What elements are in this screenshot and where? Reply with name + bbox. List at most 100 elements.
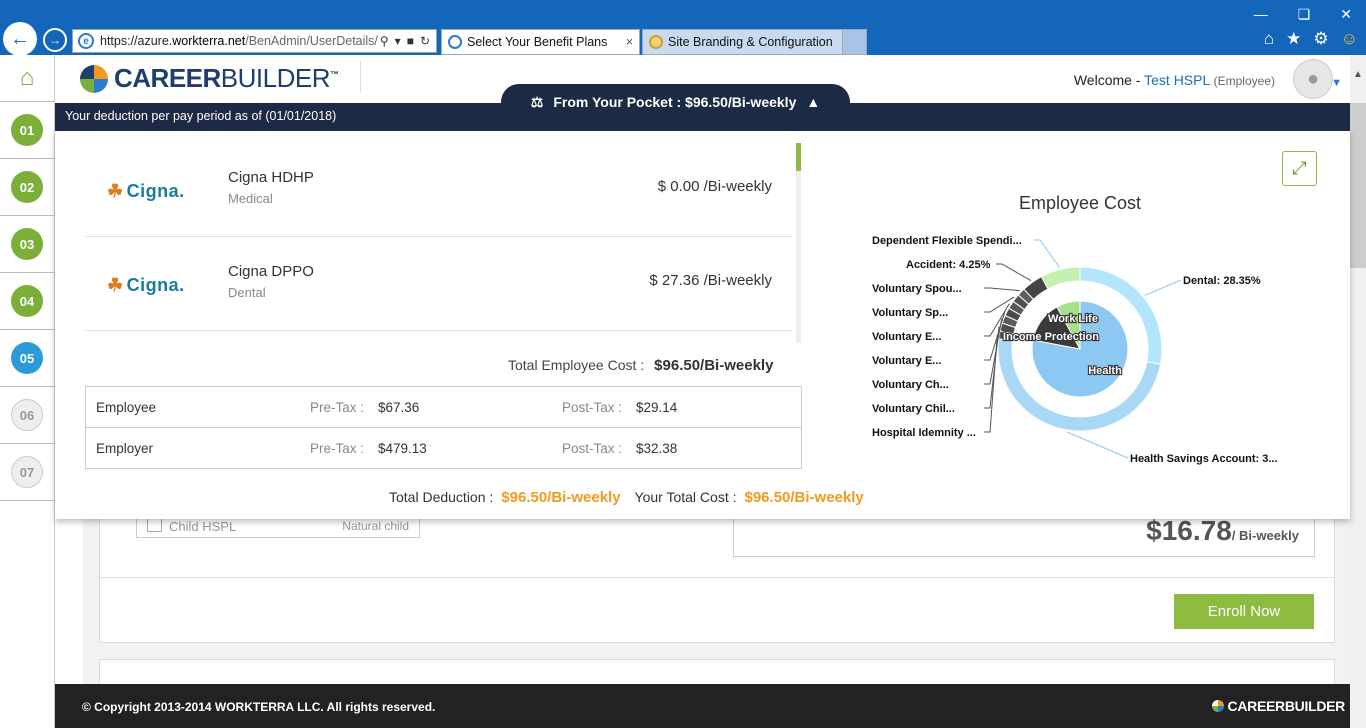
avatar[interactable]: ● ▼ [1293,59,1342,99]
address-bar[interactable]: e https://azure.workterra.net/BenAdmin/U… [72,29,437,53]
tree-icon: ☘ [107,181,124,201]
slice-label: Accident: 4.25% [906,259,991,271]
plan-list-scrollbar[interactable] [796,143,801,343]
inner-slice-label: Health [1088,365,1122,377]
footer: © Copyright 2013-2014 WORKTERRA LLC. All… [55,684,1350,728]
plan-name: Cigna DPPO [228,263,314,280]
close-window-icon[interactable]: ✕ [1340,6,1352,22]
leader-line [996,263,1032,282]
step-rail: ⌂ 01 02 03 04 05 06 07 [0,55,55,728]
slice-label: Voluntary E... [872,355,941,367]
slice-label: Voluntary Ch... [872,379,949,391]
pie-slice-outer[interactable] [1040,266,1081,290]
slice-label: Health Savings Account: 3... [1130,453,1278,465]
cigna-logo: ☘ Cigna. [107,181,185,201]
inner-slice-label: Work Life [1048,313,1098,325]
background-page: Child HSPL Natural child $16.78/ Bi-week… [83,515,1350,689]
chevron-up-icon: ▲ [806,94,821,110]
pie-slice-inner[interactable] [1056,300,1081,350]
logo-mark-icon [80,64,108,93]
browser-chrome: ← → e https://azure.workterra.net/BenAdm… [0,0,1366,56]
cigna-logo: ☘ Cigna. [107,275,185,295]
cost-table: Employee Pre-Tax : $67.36 Post-Tax : $29… [85,386,802,469]
enroll-now-button[interactable]: Enroll Now [1174,594,1314,629]
leader-line [1144,279,1182,296]
leader-line [984,310,1006,361]
gear-icon[interactable]: ⚙ [1313,29,1329,48]
gift-icon: ⚖ [530,93,544,110]
leader-line [984,287,1020,292]
forward-icon[interactable]: → [43,28,67,52]
lock-icon: ■ [406,34,414,48]
chart-title: Employee Cost [1018,193,1142,213]
dropdown-icon[interactable]: ▾ [394,34,401,48]
leader-line [984,326,1000,409]
tab-site-branding[interactable]: Site Branding & Configuration [642,29,867,55]
home-icon[interactable]: ⌂ [1263,29,1275,48]
plan-type: Medical [228,191,273,206]
leader-line [1066,431,1129,459]
careerbuilder-logo[interactable]: CAREERBUILDER™ [80,63,339,94]
chevron-down-icon[interactable]: ▼ [1331,77,1342,89]
slice-label: Voluntary Chil... [872,403,955,415]
checkbox[interactable] [147,517,162,532]
smiley-icon[interactable]: ☺ [1340,29,1358,48]
dependent-checkbox-row[interactable]: Child HSPL Natural child [136,515,420,538]
list-item: ☘ Cigna. Cigna HDHP Medical $ 0.00 /Bi-we… [85,143,792,237]
inner-slice-label: Income Protection [1003,331,1099,343]
leader-line [1034,239,1061,268]
star-icon[interactable]: ★ [1286,29,1302,48]
leader-line [984,303,1010,337]
back-icon[interactable]: ← [3,22,37,56]
list-item: ☘ Cigna. Cigna DPPO Dental $ 27.36 /Bi-we… [85,237,792,331]
minimize-icon[interactable]: — [1253,6,1268,22]
scroll-up-icon[interactable]: ▲ [1353,69,1363,80]
leader-line [984,296,1015,313]
step-01[interactable]: 01 [0,102,54,159]
employee-cost-chart: Health Income Protection Work Life Dental: … [872,235,1278,465]
plan-amount: $ 0.00 /Bi-weekly [657,178,772,195]
tab-label: Site Branding & Configuration [668,35,833,49]
slice-label: Dental: 28.35% [1183,275,1261,287]
expand-icon[interactable]: ⤢ [1282,151,1317,186]
gear-tab-icon [649,35,663,49]
from-your-pocket-toggle[interactable]: ⚖ From Your Pocket : $96.50/Bi-weekly ▲ [501,84,850,120]
cost-summary-panel: ☘ Cigna. Cigna HDHP Medical $ 0.00 /Bi-we… [55,131,1350,519]
new-tab-button[interactable] [842,30,866,54]
close-tab-icon[interactable]: × [625,35,633,49]
tab-label: Select Your Benefit Plans [467,35,608,49]
step-06[interactable]: 06 [0,387,54,444]
search-icon[interactable]: ⚲ [379,34,389,48]
user-name-link[interactable]: Test HSPL [1144,72,1210,88]
copyright-text: © Copyright 2013-2014 WORKTERRA LLC. All… [82,700,436,714]
url-text: https://azure.workterra.net/BenAdmin/Use… [100,34,378,48]
home-icon[interactable]: ⌂ [0,55,54,102]
refresh-icon[interactable]: ↻ [419,34,430,48]
leader-line [984,318,1003,385]
plan-name: Cigna HDHP [228,169,314,186]
total-deduction-row: Total Deduction : $96.50/Bi-weekly Your To… [389,489,864,506]
plan-price: $16.78/ Bi-weekly [733,515,1315,557]
total-employee-cost: Total Employee Cost : $96.50/Bi-weekly [508,357,774,374]
page-scrollbar[interactable]: ▲ [1350,55,1366,728]
plan-card: Child HSPL Natural child $16.78/ Bi-week… [99,515,1335,643]
step-03[interactable]: 03 [0,216,54,273]
ie-tab-icon [448,35,462,49]
logo-mark-icon [1211,700,1224,712]
restore-icon[interactable]: ❏ [1297,6,1311,22]
plan-list: ☘ Cigna. Cigna HDHP Medical $ 0.00 /Bi-we… [55,143,805,331]
tree-icon: ☘ [107,275,124,295]
slice-label: Voluntary Sp... [872,307,948,319]
plan-amount: $ 27.36 /Bi-weekly [649,272,772,289]
tab-select-benefit-plans[interactable]: Select Your Benefit Plans × [441,29,640,55]
footer-logo: CAREERBUILDER [1211,698,1345,714]
scrollbar-thumb[interactable] [1350,103,1366,268]
slice-label: Voluntary E... [872,331,941,343]
step-05[interactable]: 05 [0,330,54,387]
step-07[interactable]: 07 [0,444,54,501]
step-02[interactable]: 02 [0,159,54,216]
slice-label: Dependent Flexible Spendi... [872,235,1022,247]
step-04[interactable]: 04 [0,273,54,330]
scrollbar-thumb[interactable] [796,143,801,171]
slice-label: Hospital Idemnity ... [872,427,976,439]
